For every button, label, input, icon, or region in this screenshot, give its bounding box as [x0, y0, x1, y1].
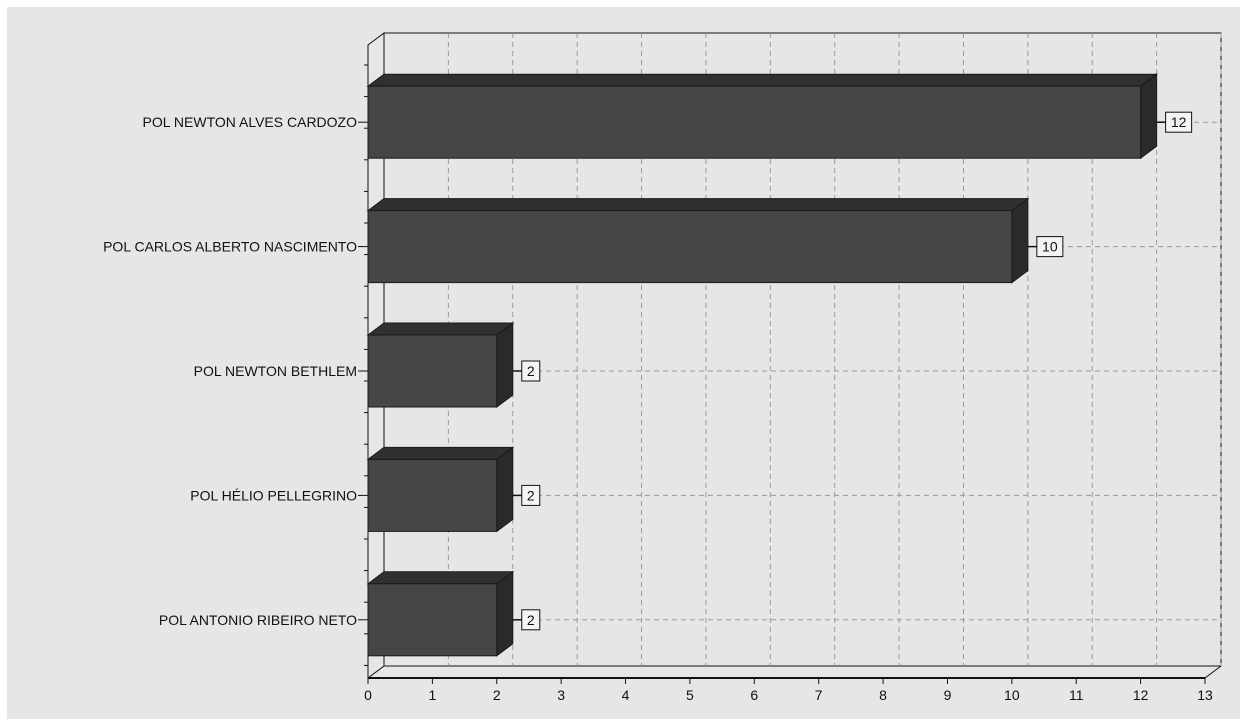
category-label: POL NEWTON BETHLEM [194, 363, 357, 379]
category-label: POL CARLOS ALBERTO NASCIMENTO [103, 239, 357, 255]
floor-edge [1204, 665, 1222, 679]
data-label-box [1036, 236, 1064, 258]
x-tick-label: 6 [750, 687, 758, 703]
bar-top-face [366, 73, 1159, 87]
bar [366, 322, 515, 408]
bar-front-face [367, 85, 1142, 159]
x-tick-label: 3 [557, 687, 565, 703]
bar-front-face [367, 583, 498, 657]
x-tick-label: 11 [1069, 687, 1084, 703]
x-tick-label: 1 [428, 687, 436, 703]
data-label-box [521, 360, 541, 382]
bar [366, 446, 515, 533]
data-label: 2 [527, 612, 535, 628]
bar [366, 570, 515, 657]
data-label-box [521, 609, 541, 631]
x-tick-label: 7 [815, 687, 823, 703]
tick-labels: 0 1 2 3 4 5 6 7 8 9 10 11 12 13 [364, 687, 1213, 703]
x-tick-label: 4 [622, 687, 630, 703]
data-label-box [1165, 111, 1193, 133]
bar-top-face [366, 198, 1030, 212]
x-tick-label: 13 [1197, 687, 1213, 703]
x-tick-label: 2 [493, 687, 501, 703]
data-label: 12 [1171, 114, 1187, 130]
x-tick-label: 8 [879, 687, 887, 703]
bar-front-face [367, 210, 1013, 284]
bar-top-face [366, 322, 515, 336]
category-label: POL NEWTON ALVES CARDOZO [143, 114, 358, 130]
x-tick-label: 12 [1133, 687, 1149, 703]
bar-top-face [366, 446, 515, 460]
data-label: 10 [1042, 239, 1058, 255]
bar-front-face [367, 458, 498, 532]
category-label: POL ANTONIO RIBEIRO NETO [159, 612, 357, 628]
category-labels: POL NEWTON ALVES CARDOZO POL CARLOS ALBER… [103, 114, 368, 628]
bar-side-face [1140, 73, 1158, 160]
x-tick-label: 10 [1004, 687, 1020, 703]
data-label-box [521, 484, 541, 506]
bar-side-face [496, 322, 514, 408]
data-labels: 12 10 2 2 2 [512, 111, 1193, 631]
bar-side-face [1011, 197, 1029, 284]
bar-side-face [496, 446, 514, 533]
bar [366, 73, 1159, 160]
category-label: POL HÉLIO PELLEGRINO [190, 487, 357, 503]
bar [366, 197, 1030, 284]
bar-top-face [366, 571, 515, 585]
x-tick-label: 0 [364, 687, 372, 703]
x-tick-label: 9 [944, 687, 952, 703]
bar-side-face [496, 570, 514, 657]
bar-front-face [367, 334, 498, 408]
data-label: 2 [527, 363, 535, 379]
data-label: 2 [527, 487, 535, 503]
x-tick-label: 5 [686, 687, 694, 703]
